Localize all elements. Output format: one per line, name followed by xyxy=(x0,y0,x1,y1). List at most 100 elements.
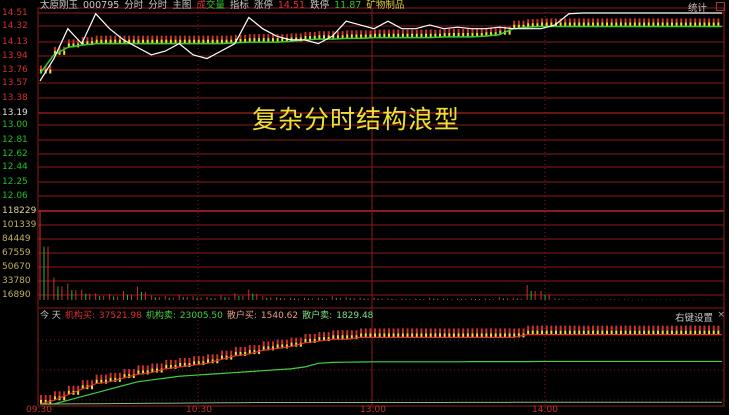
annotation-text: 复杂分时结构浪型 xyxy=(252,105,461,134)
avg-band-bar xyxy=(155,39,158,44)
avg-band-bar xyxy=(462,28,465,33)
avg-band-bar xyxy=(522,24,525,29)
avg-band-bar xyxy=(596,18,599,23)
avg-band-bar xyxy=(652,18,655,23)
inst-buy-bar xyxy=(657,330,660,335)
inst-buy-bar xyxy=(49,395,52,400)
avg-band-bar xyxy=(471,32,474,37)
right-click-settings-button[interactable]: 右键设置 xyxy=(674,313,713,324)
avg-band-bar xyxy=(207,39,210,44)
inst-buy-bar xyxy=(485,333,488,338)
avg-band-bar xyxy=(689,22,692,27)
inst-buy-bar xyxy=(564,325,567,331)
avg-band-bar xyxy=(411,29,414,34)
inst-buy-bar xyxy=(313,333,316,339)
inst-buy-bar xyxy=(151,368,154,373)
inst-buy-bar xyxy=(680,330,683,335)
inst-buy-bar xyxy=(248,350,251,355)
inst-buy-bar xyxy=(425,333,428,338)
price-tick: 13.38 xyxy=(2,93,28,103)
inst-buy-bar xyxy=(211,354,214,360)
avg-band-bar xyxy=(183,39,186,44)
avg-band-bar xyxy=(517,24,520,29)
inst-buy-bar xyxy=(670,325,673,331)
menu-item-timeshare[interactable]: 分时 xyxy=(124,0,144,11)
avg-band-bar xyxy=(137,35,140,40)
inst-buy-bar xyxy=(643,325,646,331)
avg-band-bar xyxy=(480,28,483,33)
avg-band-bar xyxy=(717,18,720,23)
avg-band-bar xyxy=(675,22,678,27)
inst-buy-bar xyxy=(438,333,441,338)
avg-band-bar xyxy=(169,39,172,44)
inst-buy-bar xyxy=(429,333,432,338)
inst-buy-bar xyxy=(443,333,446,338)
avg-band-bar xyxy=(606,22,609,27)
avg-band-bar xyxy=(633,22,636,27)
avg-band-bar xyxy=(541,18,544,23)
menu-item-timeshare-2[interactable]: 分时 xyxy=(148,0,168,11)
inst-buy-bar xyxy=(494,328,497,334)
avg-band-bar xyxy=(327,31,330,36)
price-tick: 12.25 xyxy=(2,177,28,187)
avg-band-bar xyxy=(684,22,687,27)
avg-band-bar xyxy=(160,35,163,40)
avg-band-bar xyxy=(151,35,154,40)
price-tick: 14.51 xyxy=(2,8,28,18)
avg-band-bar xyxy=(123,35,126,40)
avg-band-bar xyxy=(123,39,126,44)
inst-buy-bar xyxy=(281,339,284,345)
avg-band-bar xyxy=(72,43,75,48)
avg-band-bar xyxy=(58,50,61,55)
inst-buy-bar xyxy=(118,372,121,378)
inst-buy-bar xyxy=(606,325,609,331)
avg-band-bar xyxy=(81,41,84,46)
inst-buy-bar xyxy=(601,330,604,335)
inst-buy-bar xyxy=(568,330,571,335)
menu-item-main-chart[interactable]: 主图 xyxy=(172,0,192,11)
inst-buy-bar xyxy=(332,335,335,340)
avg-band-bar xyxy=(374,33,377,38)
inst-buy-bar xyxy=(545,325,548,331)
avg-band-bar xyxy=(708,22,711,27)
price-tick: 13.00 xyxy=(2,120,28,130)
avg-band-bar xyxy=(531,23,534,28)
avg-band-bar xyxy=(211,35,214,40)
avg-band-bar xyxy=(554,18,557,23)
volume-tick: 101339 xyxy=(2,220,37,230)
avg-band-bar xyxy=(383,29,386,34)
inst-buy-bar xyxy=(568,325,571,331)
today-label: 今 天 xyxy=(40,311,61,321)
avg-band-bar xyxy=(448,32,451,37)
avg-band-bar xyxy=(271,34,274,39)
avg-band-bar xyxy=(114,35,117,40)
inst-buy-bar xyxy=(452,333,455,338)
menu-item-indicator[interactable]: 指标 xyxy=(229,0,249,11)
avg-band-bar xyxy=(281,38,284,43)
inst-buy-bar xyxy=(114,372,117,378)
avg-band-bar xyxy=(550,22,553,27)
avg-band-bar xyxy=(336,35,339,40)
avg-band-bar xyxy=(132,35,135,40)
avg-band-bar xyxy=(694,18,697,23)
avg-band-bar xyxy=(657,22,660,27)
avg-band-bar xyxy=(378,33,381,38)
avg-band-bar xyxy=(527,19,530,24)
inst-buy-bar xyxy=(657,325,660,331)
menu-item-volume[interactable]: 成交量 xyxy=(196,0,225,11)
avg-band-bar xyxy=(392,29,395,34)
avg-band-bar xyxy=(165,35,168,40)
inst-buy-bar xyxy=(309,338,312,343)
maximize-icon[interactable] xyxy=(716,2,725,11)
avg-band-bar xyxy=(466,28,469,33)
inst-buy-bar xyxy=(397,333,400,338)
close-icon[interactable]: × xyxy=(717,310,725,320)
avg-band-bar xyxy=(304,35,307,40)
inst-buy-bar xyxy=(63,396,66,401)
inst-buy-bar xyxy=(290,337,293,343)
avg-band-bar xyxy=(559,22,562,27)
inst-buy-bar xyxy=(341,335,344,340)
inst-buy-bar xyxy=(137,365,140,371)
statistics-button[interactable]: 统计 xyxy=(687,3,707,14)
